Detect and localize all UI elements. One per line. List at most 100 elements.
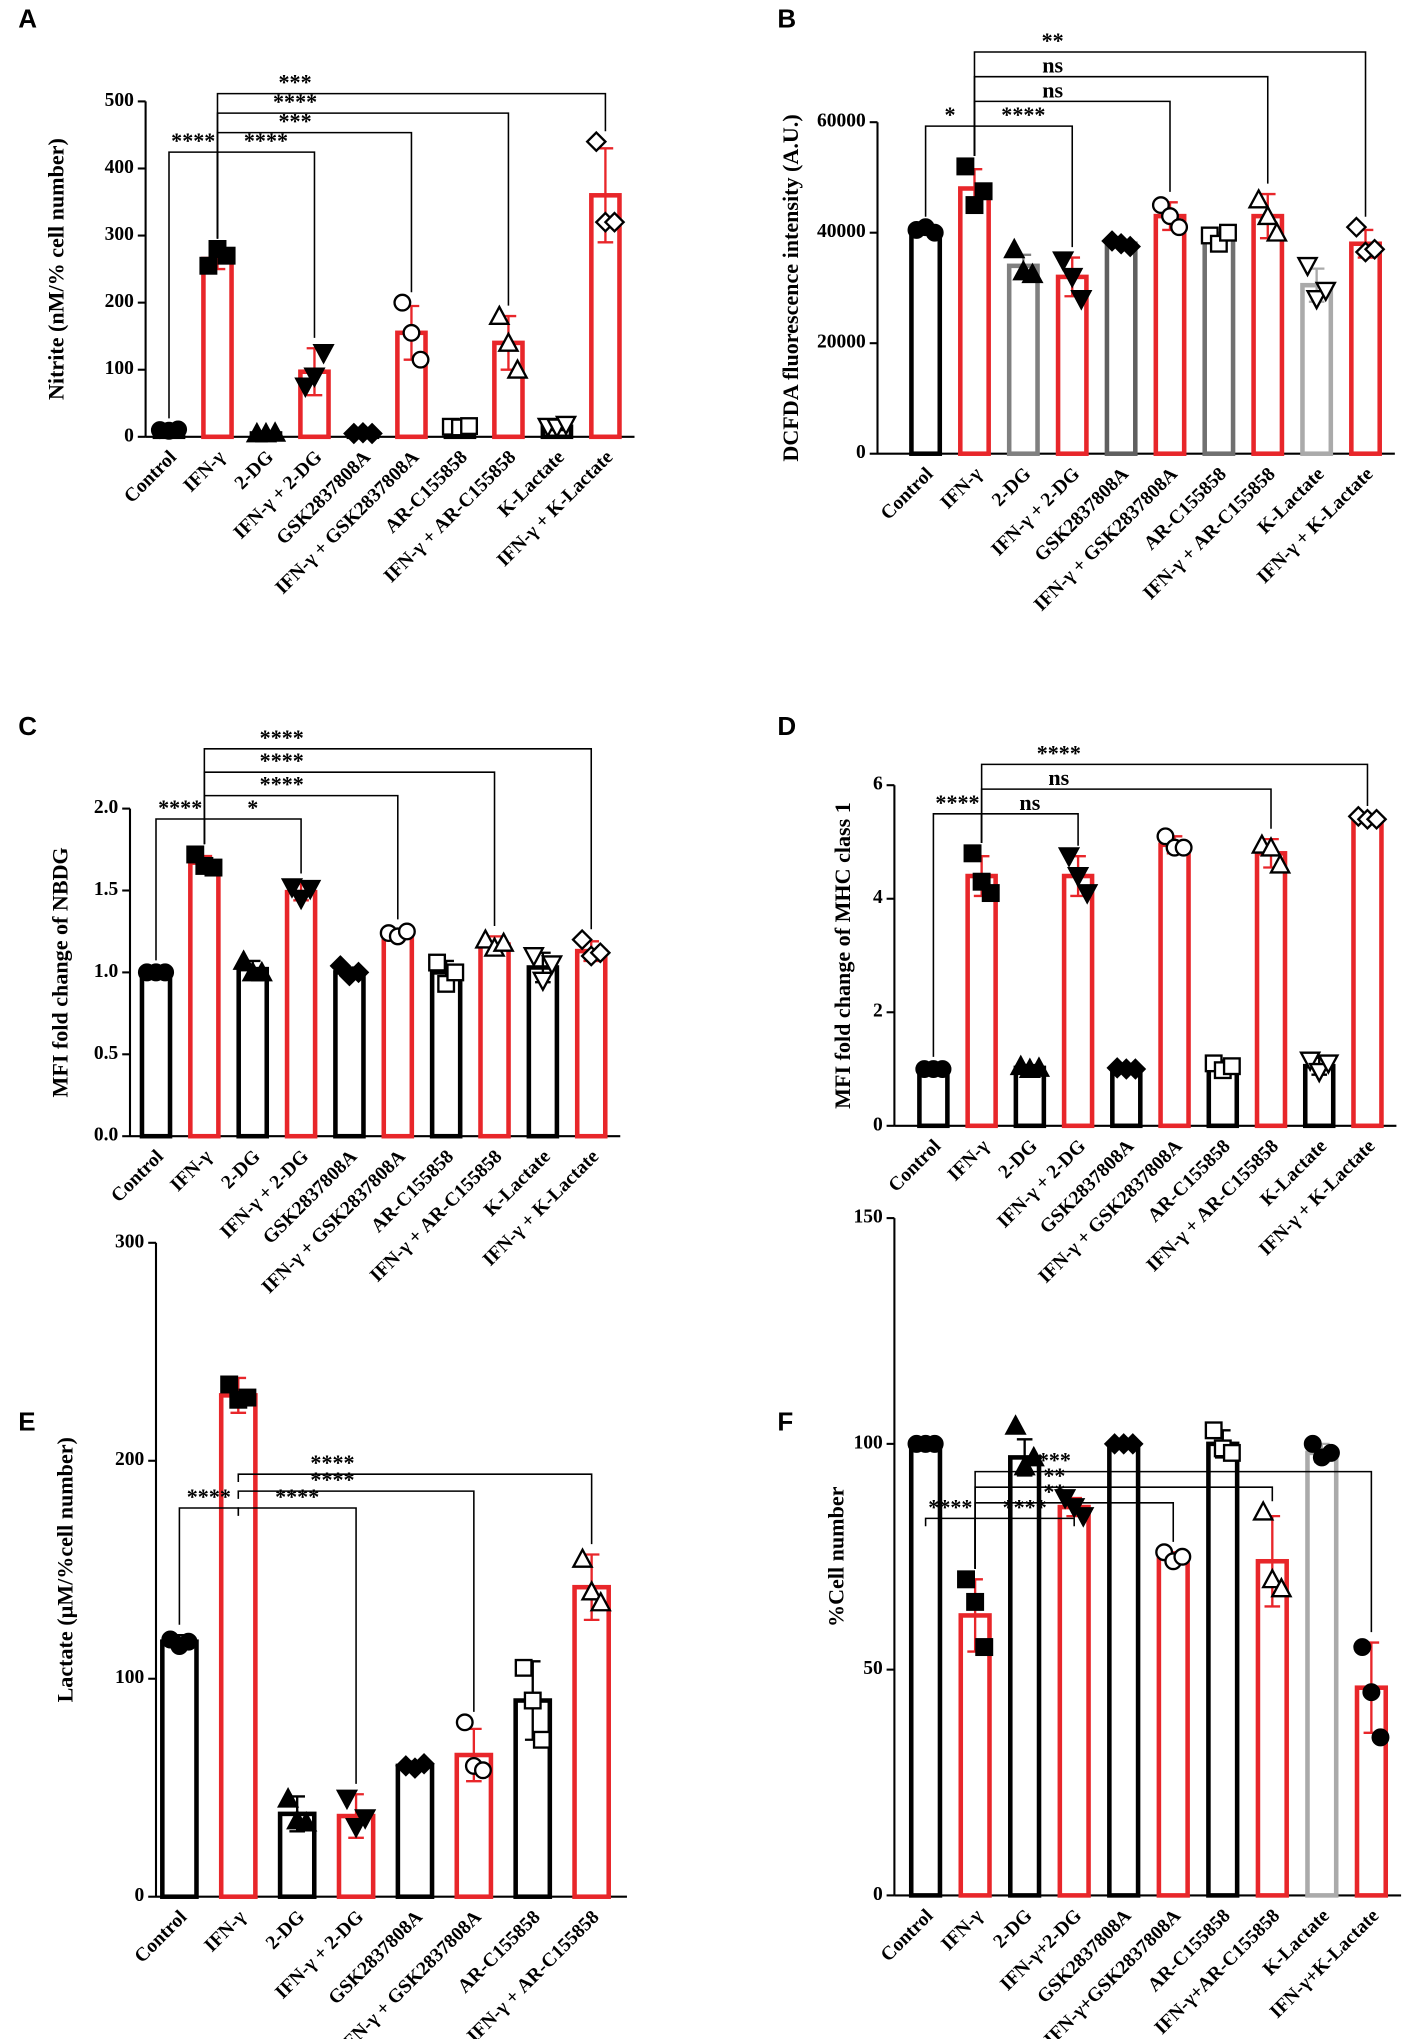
data-point xyxy=(531,971,554,993)
bar xyxy=(381,932,415,1139)
data-point xyxy=(335,1789,359,1811)
data-point xyxy=(1204,1421,1223,1440)
data-point xyxy=(1363,238,1386,261)
bar xyxy=(1153,213,1187,456)
data-point xyxy=(1252,1500,1275,1521)
data-point xyxy=(290,889,313,911)
bar xyxy=(188,860,221,1139)
data-point xyxy=(1003,237,1026,259)
bar xyxy=(218,1393,258,1899)
data-point xyxy=(1270,1576,1293,1598)
data-point xyxy=(1222,1443,1241,1462)
data-point xyxy=(571,928,593,951)
bar xyxy=(478,942,511,1139)
y-tick-label: 0 xyxy=(873,1884,883,1905)
significance-label: ns xyxy=(1042,53,1063,78)
y-tick-label: 0 xyxy=(124,425,134,446)
data-point xyxy=(1170,218,1189,237)
data-point xyxy=(1057,847,1081,868)
data-point xyxy=(473,1761,492,1780)
y-tick-label: 20000 xyxy=(817,332,866,353)
data-point xyxy=(540,955,564,976)
data-point xyxy=(1052,251,1075,272)
y-tick-label: 500 xyxy=(105,90,134,111)
significance-label: **** xyxy=(310,1467,354,1492)
significance-label: **** xyxy=(1037,740,1081,765)
data-point xyxy=(1345,216,1368,238)
data-point xyxy=(277,1787,300,1808)
y-tick-label: 100 xyxy=(115,1667,144,1688)
significance-label: ns xyxy=(1042,77,1063,102)
significance-label: **** xyxy=(158,795,202,820)
data-point xyxy=(1021,262,1044,284)
y-axis-label: Lactate (µM/%cell number) xyxy=(53,1437,78,1702)
data-point xyxy=(1265,221,1288,242)
data-point xyxy=(981,884,1000,903)
y-axis-label: MFI fold change of NBDG xyxy=(47,847,72,1097)
data-point xyxy=(299,879,322,901)
y-tick-label: 0 xyxy=(135,1885,145,1906)
y-tick-label: 200 xyxy=(115,1449,144,1470)
y-axis-label: Nitrite (nM/% cell number) xyxy=(44,138,69,400)
bar xyxy=(1254,851,1288,1129)
panel-label: A xyxy=(18,4,37,34)
significance-bracket xyxy=(973,51,1367,217)
significance-bracket xyxy=(974,1470,1373,1633)
data-point xyxy=(446,963,465,982)
data-point xyxy=(925,1434,944,1453)
bar xyxy=(395,1763,435,1899)
data-point xyxy=(474,928,497,949)
data-point xyxy=(1119,235,1141,258)
bar xyxy=(236,966,270,1139)
significance-bracket xyxy=(216,92,607,239)
data-point xyxy=(580,1579,603,1601)
data-point xyxy=(1173,1547,1192,1566)
bar xyxy=(1255,1558,1289,1898)
y-tick-label: 6 xyxy=(873,774,883,795)
data-point xyxy=(1305,290,1328,311)
data-point xyxy=(1261,1567,1284,1589)
y-axis-label: MFI fold change of MHC class 1 xyxy=(830,802,855,1109)
x-tick-label: Control xyxy=(120,446,181,507)
data-point xyxy=(1027,1056,1051,1077)
data-point xyxy=(1061,267,1084,289)
data-point xyxy=(393,293,412,312)
panel-label: B xyxy=(777,4,796,34)
y-axis-label: DCFDA fluorescence intensity (A.U.) xyxy=(778,114,803,461)
y-tick-label: 0.5 xyxy=(94,1043,119,1064)
data-point xyxy=(1269,853,1292,874)
data-point xyxy=(975,1638,994,1657)
data-point xyxy=(1299,1051,1322,1073)
y-tick-label: 100 xyxy=(105,358,134,379)
data-point xyxy=(523,1691,542,1710)
data-point xyxy=(264,421,287,442)
data-point xyxy=(1022,1445,1045,1467)
data-point xyxy=(589,1590,612,1612)
data-point xyxy=(933,1060,952,1079)
data-point xyxy=(428,953,447,972)
data-point xyxy=(156,963,175,982)
x-tick-label: 2-DG xyxy=(262,1907,309,1954)
bar xyxy=(284,889,318,1139)
data-point xyxy=(1247,187,1270,209)
y-tick-label: 40000 xyxy=(817,221,866,242)
x-tick-label: Control xyxy=(877,463,938,524)
bar xyxy=(958,1613,992,1898)
data-point xyxy=(956,157,975,176)
bar xyxy=(909,227,943,456)
data-point xyxy=(963,844,982,863)
data-point xyxy=(1321,1443,1340,1462)
x-tick-label: IFN-γ xyxy=(937,464,987,514)
y-tick-label: 100 xyxy=(853,1432,882,1453)
data-point xyxy=(1072,1507,1095,1528)
bar xyxy=(1008,1455,1042,1898)
significance-label: *** xyxy=(1038,1448,1071,1473)
bar xyxy=(160,1639,199,1899)
significance-label: **** xyxy=(260,748,304,773)
data-point xyxy=(312,343,335,365)
significance-label: *** xyxy=(279,70,312,95)
significance-label: * xyxy=(945,102,956,127)
data-point xyxy=(585,130,608,153)
data-point xyxy=(303,367,326,388)
